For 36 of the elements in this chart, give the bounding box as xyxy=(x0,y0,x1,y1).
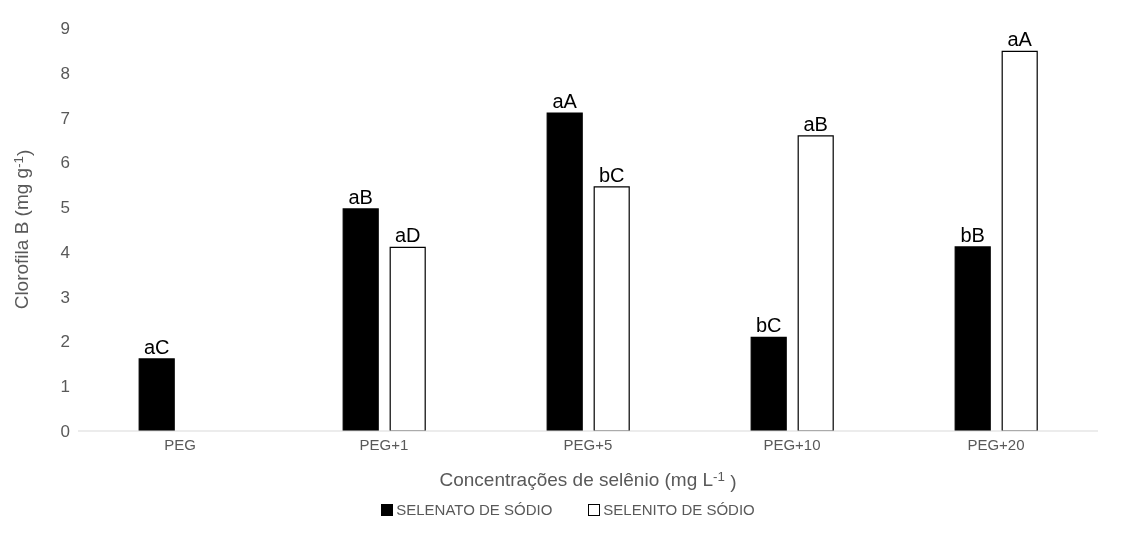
y-tick-label: 0 xyxy=(60,422,70,442)
data-label: aA xyxy=(1007,28,1033,51)
bar xyxy=(797,135,834,431)
bar xyxy=(1001,50,1038,431)
x-tick-label: PEG xyxy=(164,435,196,453)
x-tick-label: PEG+1 xyxy=(359,435,409,453)
x-tick-label: PEG+5 xyxy=(563,435,613,453)
legend-label: SELENITO DE SÓDIO xyxy=(602,501,755,518)
bar xyxy=(750,336,787,431)
data-label: bC xyxy=(755,314,782,337)
y-tick-label: 6 xyxy=(60,153,70,173)
legend-label: SELENATO DE SÓDIO xyxy=(395,501,553,518)
data-label: aC xyxy=(143,335,170,358)
data-label: bC xyxy=(598,163,625,186)
y-tick-label: 8 xyxy=(60,63,70,83)
bar xyxy=(546,112,583,431)
data-label: aD xyxy=(394,224,421,247)
data-label: aA xyxy=(552,90,578,113)
y-tick-label: 1 xyxy=(60,377,70,397)
y-tick-label: 9 xyxy=(60,19,70,39)
bar xyxy=(342,208,379,431)
x-tick-label: PEG+20 xyxy=(967,435,1025,453)
x-axis-title: Concentrações de selênio (mg L$^{-1}$ ) xyxy=(439,468,737,493)
bar xyxy=(389,246,426,431)
y-tick-label: 2 xyxy=(60,332,70,352)
data-label: aB xyxy=(803,112,828,135)
bar xyxy=(593,186,630,431)
bar xyxy=(138,358,175,431)
bar xyxy=(954,246,991,431)
y-tick-label: 3 xyxy=(60,287,70,307)
y-tick-label: 7 xyxy=(60,108,70,128)
data-label: bB xyxy=(960,223,985,246)
data-label: aB xyxy=(348,185,373,208)
y-tick-label: 4 xyxy=(60,242,70,262)
y-tick-label: 5 xyxy=(60,198,70,218)
x-tick-label: PEG+10 xyxy=(763,435,821,453)
